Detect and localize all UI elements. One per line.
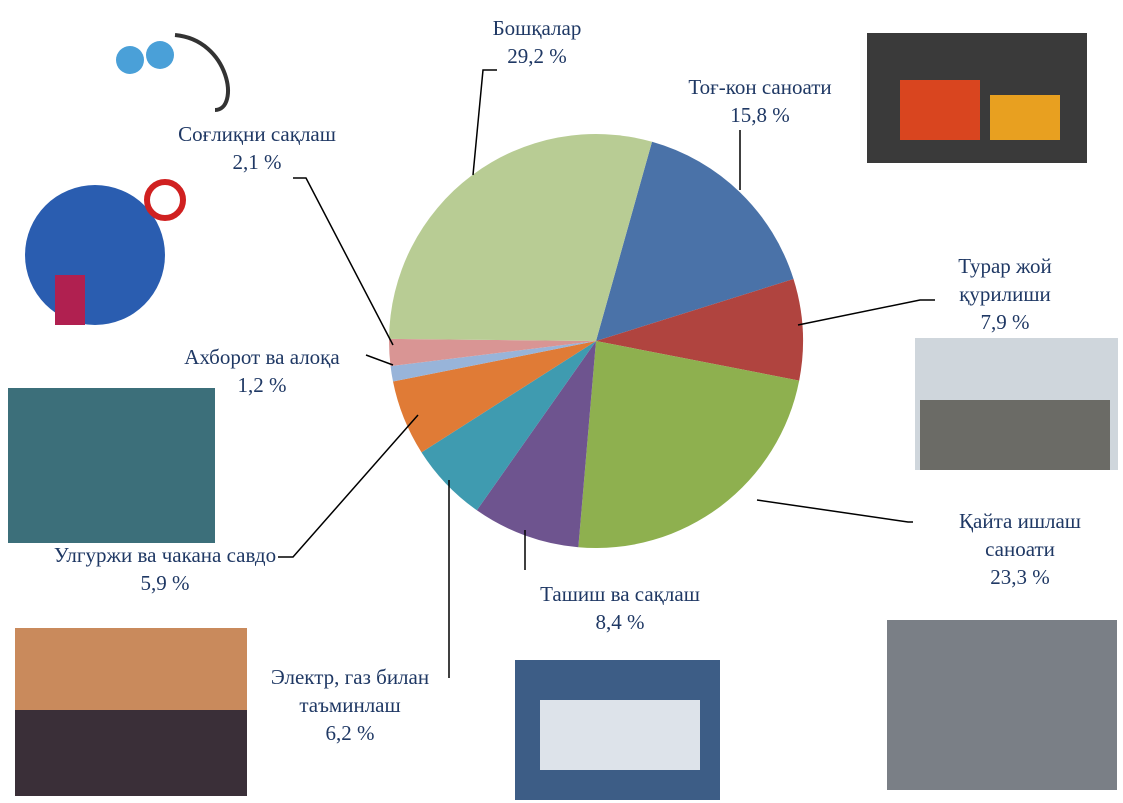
- stethoscope: [174, 33, 230, 112]
- pie-slice: [596, 279, 804, 381]
- slice-label: Соғлиқни сақлаш 2,1 %: [127, 120, 387, 176]
- phone: [55, 275, 85, 325]
- pie-slice: [596, 141, 794, 341]
- pie-slice: [476, 341, 596, 548]
- value-label: 6,2 %: [325, 721, 375, 745]
- slice-label: Электр, газ билан таъминлаш 6,2 %: [245, 663, 455, 747]
- slice-label: Ташиш ва сақлаш 8,4 %: [490, 580, 750, 636]
- value-label: 15,8 %: [730, 103, 790, 127]
- value-label: 23,3 %: [990, 565, 1050, 589]
- pictures: [8, 33, 1118, 800]
- factory-image: [887, 620, 1117, 790]
- leader-lines: [278, 69, 935, 678]
- leader-line: [756, 499, 913, 523]
- slice-label: Бошқалар 29,2 %: [437, 14, 637, 70]
- category-label: Улгуржи ва чакана савдо: [53, 543, 277, 567]
- market-image: [8, 388, 215, 543]
- globe-image: [25, 185, 165, 325]
- slice-label: Тоғ-кон саноати 15,8 %: [630, 73, 890, 129]
- leader-line: [365, 354, 394, 366]
- pie-slice: [389, 133, 653, 341]
- excavator: [900, 80, 980, 140]
- value-label: 5,9 %: [140, 571, 190, 595]
- people-image: [116, 46, 144, 74]
- category-label: Турар жой қурилиши: [958, 254, 1052, 306]
- category-label: Ахборот ва алоқа: [184, 345, 340, 369]
- slice-label: Турар жой қурилиши 7,9 %: [935, 252, 1075, 336]
- category-label: Электр, газ билан таъминлаш: [270, 665, 430, 717]
- leader-line: [278, 414, 419, 558]
- slice-label: Улгуржи ва чакана савдо 5,9 %: [50, 541, 280, 597]
- value-label: 2,1 %: [232, 150, 282, 174]
- pie-slice: [421, 341, 596, 511]
- category-label: Ташиш ва сақлаш: [540, 582, 700, 606]
- leader-line: [797, 299, 935, 326]
- trucks: [540, 700, 700, 770]
- slice-label: Қайта ишлаш саноати 23,3 %: [935, 507, 1105, 591]
- building: [920, 400, 1110, 470]
- value-label: 29,2 %: [507, 44, 567, 68]
- pie-slice: [389, 338, 596, 367]
- category-label: Тоғ-кон саноати: [688, 75, 832, 99]
- power-lines: [15, 710, 247, 796]
- slice-label: Ахборот ва алоқа 1,2 %: [142, 343, 382, 399]
- pie: [389, 133, 804, 548]
- leader-line: [293, 177, 394, 346]
- value-label: 1,2 %: [237, 373, 287, 397]
- at-sign: [144, 179, 186, 221]
- value-label: 7,9 %: [980, 310, 1030, 334]
- people-image: [146, 41, 174, 69]
- pie-slice: [390, 341, 596, 382]
- category-label: Бошқалар: [492, 16, 582, 40]
- value-label: 8,4 %: [595, 610, 645, 634]
- pie-slice: [393, 341, 596, 453]
- pie-slice: [578, 341, 800, 548]
- category-label: Соғлиқни сақлаш: [178, 122, 336, 146]
- truck: [990, 95, 1060, 140]
- leader-line: [472, 69, 497, 176]
- category-label: Қайта ишлаш саноати: [959, 509, 1081, 561]
